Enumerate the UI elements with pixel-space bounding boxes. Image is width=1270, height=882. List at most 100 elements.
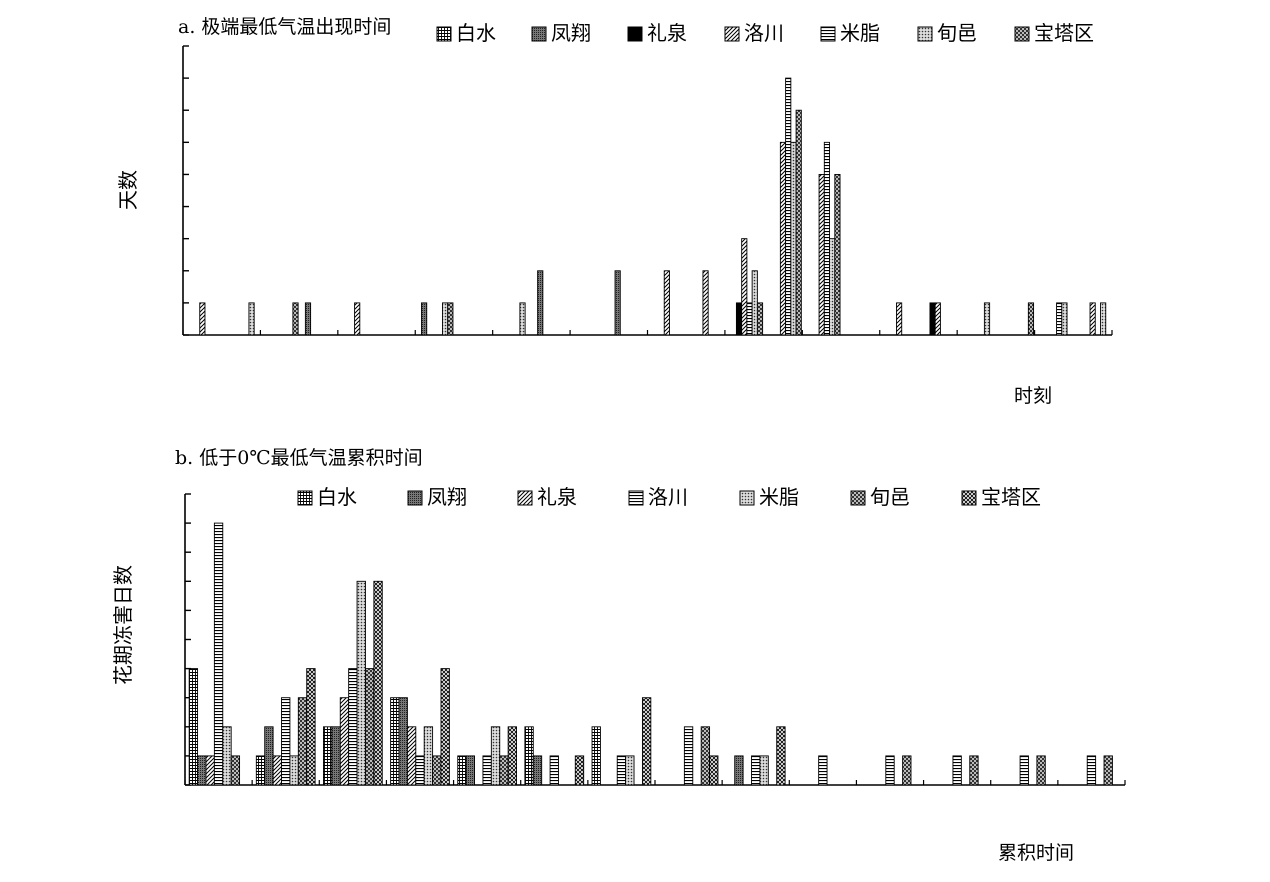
chart-a: a. 极端最低气温出现时间 天数 时刻 白水 凤翔 礼泉 洛川 米脂 旬邑 宝塔区 <box>116 16 1113 407</box>
legend-item-礼泉: 礼泉 <box>627 21 687 45</box>
legend-label: 宝塔区 <box>1034 21 1094 45</box>
bar-白水-3 <box>323 726 333 786</box>
legend-item-白水: 白水 <box>297 485 357 509</box>
bar-洛川-5 <box>482 755 492 786</box>
bar-凤翔-5 <box>465 755 475 786</box>
chart-b-title: b. 低于0℃最低气温累积时间 <box>175 447 423 469</box>
bar-宝塔区-9 <box>776 726 786 786</box>
legend-label: 礼泉 <box>647 21 687 45</box>
bar-洛川-1 <box>213 522 224 786</box>
chart-a-legend: 白水 凤翔 礼泉 洛川 米脂 旬邑 宝塔区 <box>436 21 1094 45</box>
bar-宝塔区-17 <box>834 173 841 336</box>
legend-swatch <box>627 26 643 42</box>
bar-白水-5 <box>457 755 467 786</box>
bar-礼泉-15 <box>735 302 743 336</box>
bar-白水-2 <box>255 755 266 786</box>
bar-白水-6 <box>524 726 534 786</box>
bar-洛川-6 <box>549 755 559 786</box>
bar-洛川-1 <box>199 302 206 336</box>
bar-米脂-5 <box>490 726 501 786</box>
bar-凤翔-4 <box>398 697 408 786</box>
bar-米脂-16 <box>785 77 792 336</box>
bar-洛川-24 <box>1089 302 1096 336</box>
legend-swatch <box>1014 26 1030 42</box>
bar-宝塔区-2 <box>306 668 316 786</box>
bar-白水-7 <box>591 726 601 786</box>
bar-凤翔-3 <box>331 726 341 786</box>
legend-swatch <box>917 26 933 42</box>
legend-label: 白水 <box>317 485 357 509</box>
legend-item-凤翔: 凤翔 <box>407 485 467 509</box>
legend-label: 旬邑 <box>870 485 910 509</box>
legend-label: 米脂 <box>840 21 880 45</box>
bar-旬邑-21 <box>983 302 991 336</box>
legend-item-洛川: 洛川 <box>628 485 688 509</box>
legend-label: 礼泉 <box>537 485 577 509</box>
legend-label: 旬邑 <box>937 21 977 45</box>
bar-宝塔区-16 <box>795 109 802 336</box>
bar-宝塔区-5 <box>507 726 517 786</box>
bar-旬邑-24 <box>1100 302 1107 336</box>
bar-米脂-23 <box>1056 302 1063 336</box>
legend-label: 洛川 <box>744 21 784 45</box>
chart-b-xlabel: 累积时间 <box>998 842 1074 864</box>
bar-礼泉-1 <box>205 755 215 786</box>
bar-洛川-13 <box>663 270 670 336</box>
bar-米脂-2 <box>289 755 299 786</box>
bar-凤翔-9 <box>734 755 744 786</box>
bar-旬邑-1 <box>230 755 241 786</box>
chart-a-ylabel: 天数 <box>116 170 140 210</box>
legend-item-米脂: 米脂 <box>739 485 799 509</box>
legend-item-白水: 白水 <box>436 21 496 45</box>
legend-swatch <box>407 490 423 506</box>
bar-旬邑-14 <box>1103 755 1113 786</box>
bar-白水-1 <box>188 668 199 786</box>
legend-label: 米脂 <box>759 485 799 509</box>
bar-礼泉-3 <box>339 697 350 786</box>
bar-凤翔-10 <box>537 270 544 336</box>
bar-旬邑-23 <box>1061 302 1068 336</box>
bar-旬邑-2 <box>297 697 308 786</box>
chart-a-title: a. 极端最低气温出现时间 <box>178 16 391 38</box>
chart-b-bars <box>188 522 1113 786</box>
bar-礼泉-4 <box>406 726 417 786</box>
legend-swatch <box>297 490 313 506</box>
bar-宝塔区-3 <box>292 302 299 336</box>
bar-宝塔区-3 <box>373 580 383 786</box>
bar-米脂-7 <box>625 755 635 786</box>
bar-洛川-14 <box>1086 755 1097 786</box>
bar-洛川-19 <box>896 302 903 336</box>
bar-白水-4 <box>390 697 400 786</box>
legend-swatch <box>517 490 533 506</box>
bar-米脂-15 <box>746 302 753 336</box>
bar-洛川-12 <box>952 755 962 786</box>
bar-洛川-15 <box>741 238 748 336</box>
bar-洛川-16 <box>779 141 787 336</box>
bar-洛川-13 <box>1019 755 1029 786</box>
bar-洛川-17 <box>818 173 825 336</box>
bar-米脂-9 <box>759 755 769 786</box>
legend-item-旬邑: 旬邑 <box>850 485 910 509</box>
chart-a-bars <box>199 77 1107 336</box>
bar-旬邑-3 <box>365 668 375 786</box>
chart-b: b. 低于0℃最低气温累积时间 花期冻害日数 累积时间 白水 凤翔 礼泉 洛川 米脂 旬邑… <box>111 447 1126 864</box>
legend-item-凤翔: 凤翔 <box>531 21 591 45</box>
bar-洛川-5 <box>354 302 361 336</box>
legend-label: 洛川 <box>648 485 688 509</box>
bar-凤翔-6 <box>532 755 543 786</box>
legend-swatch <box>739 490 755 506</box>
bar-凤翔-12 <box>614 270 621 336</box>
bar-宝塔区-4 <box>440 668 450 786</box>
legend-item-米脂: 米脂 <box>820 21 880 45</box>
bar-旬邑-15 <box>751 270 758 336</box>
bar-旬邑-7 <box>442 302 449 336</box>
legend-item-礼泉: 礼泉 <box>517 485 577 509</box>
bar-旬邑-11 <box>902 755 912 786</box>
bar-米脂-17 <box>823 141 831 336</box>
legend-item-洛川: 洛川 <box>724 21 784 45</box>
legend-swatch <box>531 26 547 42</box>
legend-swatch <box>820 26 836 42</box>
legend-swatch <box>724 26 740 42</box>
bar-宝塔区-8 <box>709 755 719 786</box>
